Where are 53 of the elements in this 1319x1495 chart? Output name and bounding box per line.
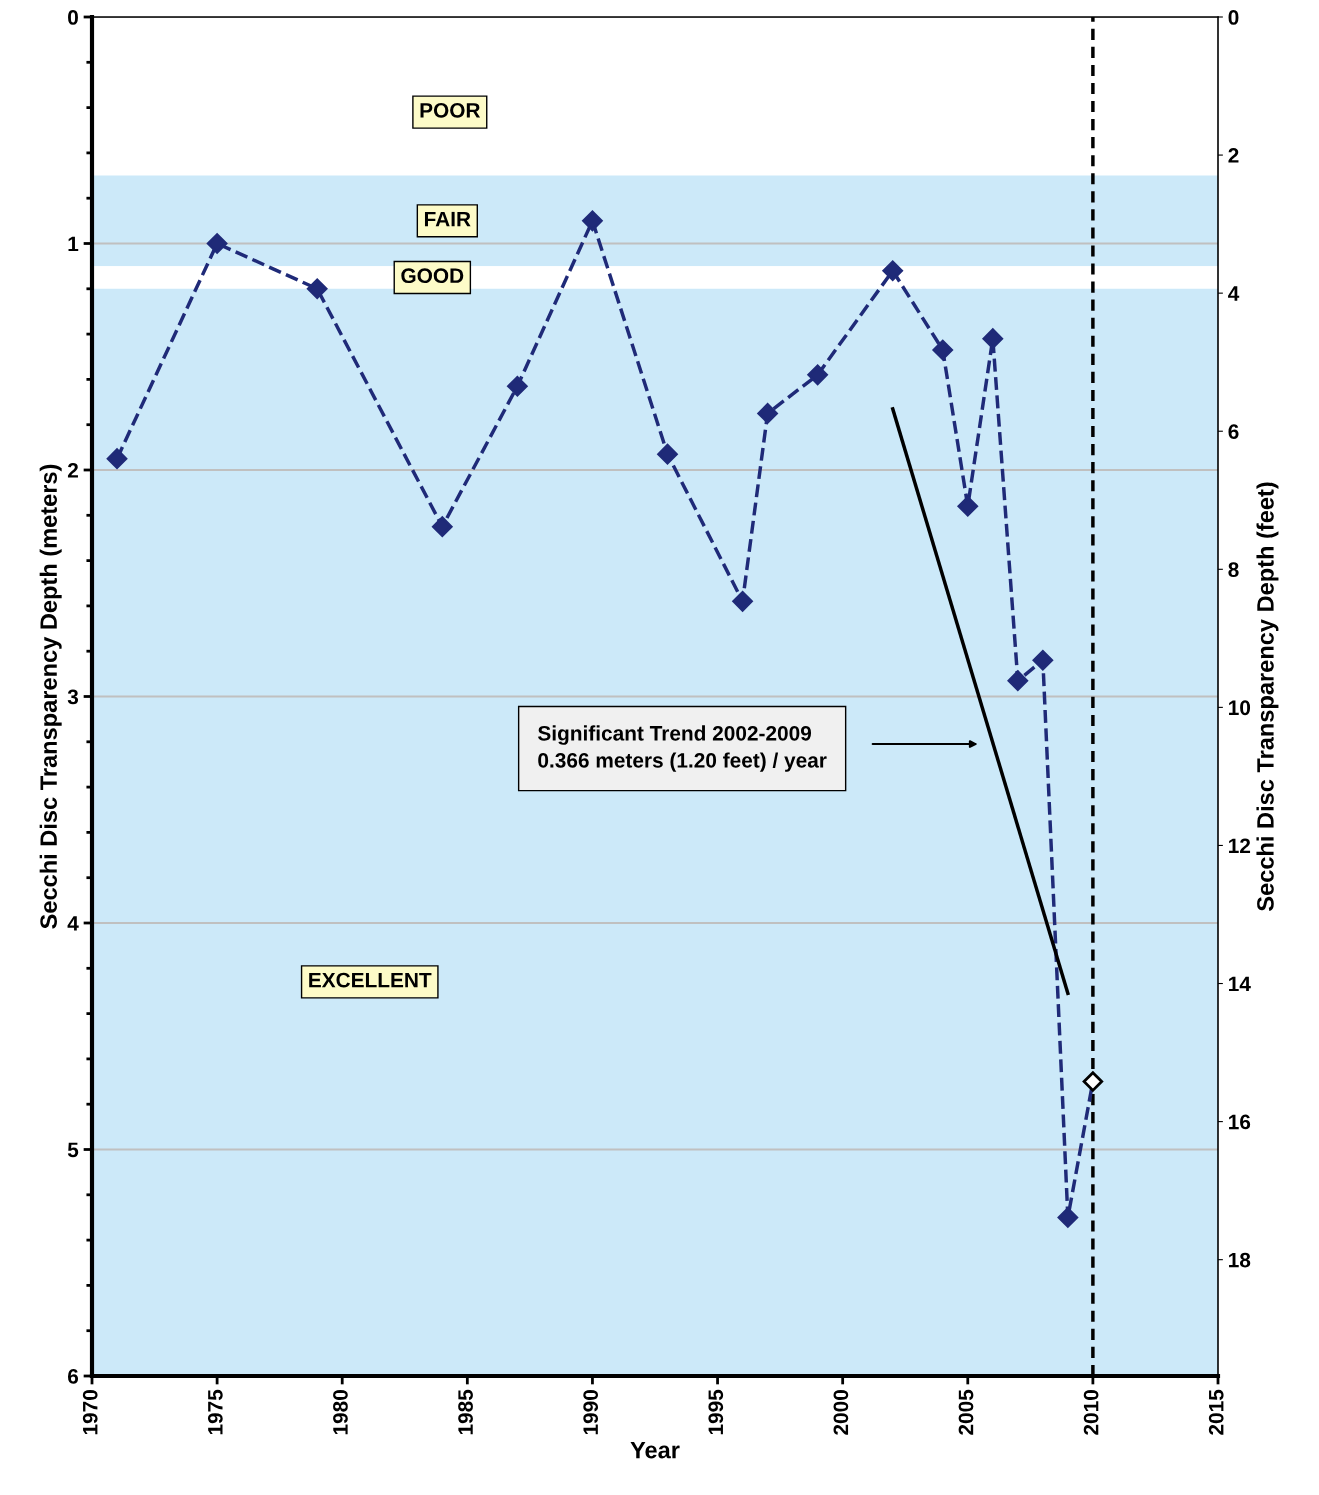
- y2-tick-label: 12: [1229, 838, 1251, 853]
- y-axis-title: Secchi Disc Transparency Depth (meters): [39, 464, 62, 929]
- y-tick-label: 3: [67, 689, 79, 705]
- point: [932, 339, 953, 361]
- band-label: FAIR: [424, 211, 471, 227]
- y-tick-label: 5: [67, 1142, 79, 1158]
- y2-tick-label: 18: [1229, 1252, 1251, 1268]
- x-tick-label: 2015: [1208, 1389, 1224, 1435]
- y2-tick-label: 8: [1228, 562, 1239, 578]
- band-label: EXCELLENT: [309, 972, 432, 988]
- y-tick-label: 4: [67, 916, 79, 931]
- x-tick-label: 1980: [333, 1390, 348, 1435]
- point: [657, 443, 678, 465]
- point: [732, 591, 753, 612]
- band-label: GOOD: [401, 268, 464, 284]
- point: [507, 375, 528, 397]
- x-tick-label: 1990: [583, 1390, 599, 1435]
- y2-tick-label: 2: [1228, 148, 1239, 163]
- point: [1082, 1071, 1104, 1092]
- y2-tick-label: 10: [1229, 700, 1251, 716]
- y2-tick-label: 4: [1228, 286, 1240, 301]
- point: [807, 364, 828, 386]
- y2-tick-label: 6: [1228, 424, 1239, 439]
- point: [106, 448, 128, 469]
- x-tick-label: 2000: [833, 1390, 849, 1435]
- x-tick-label: 1985: [458, 1389, 473, 1435]
- x-tick-label: 2010: [1083, 1390, 1099, 1435]
- x-axis-title: Year: [630, 1441, 680, 1459]
- point: [306, 278, 328, 300]
- point: [882, 260, 903, 281]
- point: [757, 403, 778, 424]
- point: [206, 233, 228, 254]
- annotation: Significant Trend 2002-2009 0.366 meters (1.20 feet) / year: [537, 725, 827, 772]
- point: [982, 328, 1004, 349]
- x-tick-label: 2005: [958, 1389, 974, 1435]
- point: [1057, 1207, 1079, 1228]
- x-tick-label: 1970: [82, 1390, 98, 1435]
- y2-axis-title: Secchi Disc Transparency Depth (feet): [1256, 482, 1279, 912]
- annotation: POOR: [420, 102, 481, 118]
- x-tick-label: 1975: [207, 1389, 223, 1435]
- y2-tick-label: 16: [1229, 1114, 1251, 1130]
- y-tick-label: 6: [67, 1369, 79, 1384]
- y-tick-label: 0: [68, 10, 78, 25]
- point: [1007, 670, 1029, 691]
- y2-tick-label: 0: [1228, 10, 1239, 25]
- x-tick-label: 1995: [708, 1389, 724, 1435]
- y-tick-label: 2: [67, 463, 78, 478]
- y-tick-label: 1: [68, 236, 79, 252]
- point: [957, 496, 979, 517]
- point: [432, 516, 453, 537]
- point: [1032, 650, 1054, 671]
- y2-tick-label: 14: [1229, 976, 1251, 992]
- point: [582, 210, 603, 232]
